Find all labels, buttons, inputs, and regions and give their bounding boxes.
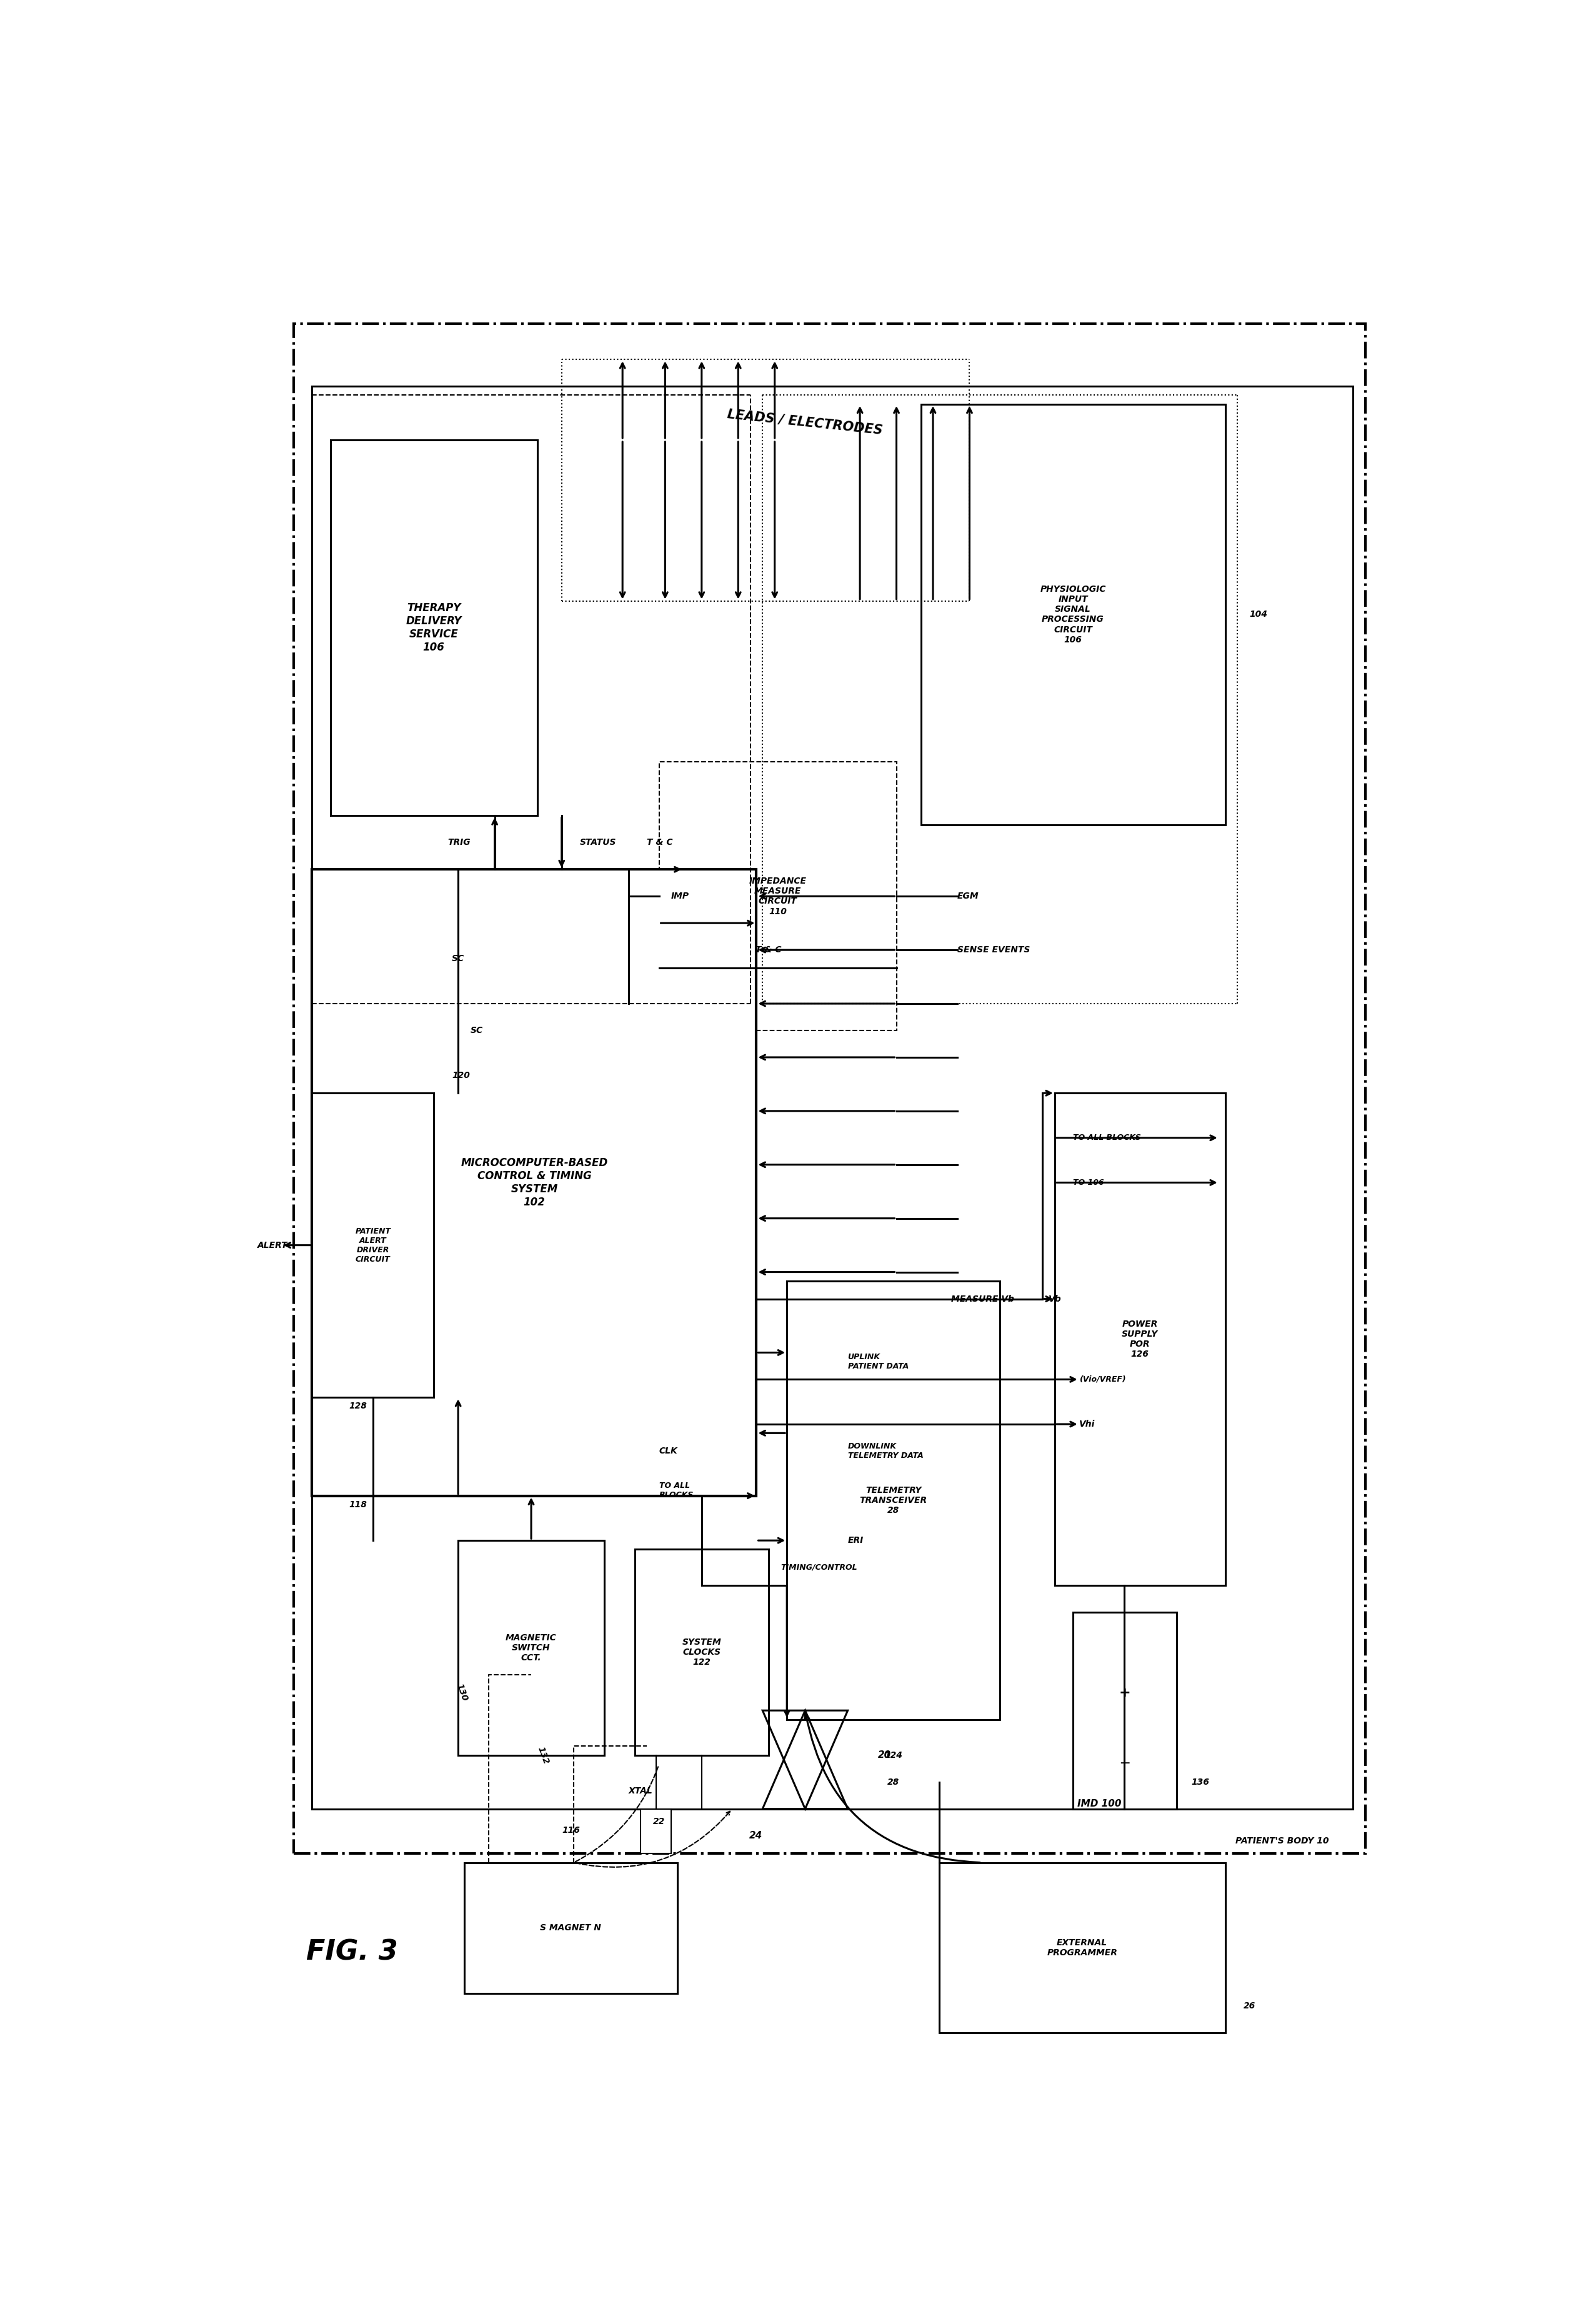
- Text: PHYSIOLOGIC
INPUT
SIGNAL
PROCESSING
CIRCUIT
106: PHYSIOLOGIC INPUT SIGNAL PROCESSING CIRC…: [1040, 586, 1106, 644]
- FancyBboxPatch shape: [313, 869, 757, 1497]
- Text: STATUS: STATUS: [580, 839, 616, 846]
- Text: SC: SC: [470, 1027, 482, 1034]
- Text: XTAL: XTAL: [628, 1787, 654, 1796]
- Bar: [641, 1808, 671, 1855]
- Text: TRIG: TRIG: [448, 839, 470, 846]
- Text: 136: 136: [1191, 1778, 1210, 1787]
- Text: 104: 104: [1249, 609, 1268, 618]
- Text: IMD 100: IMD 100: [1078, 1799, 1122, 1808]
- Text: MICROCOMPUTER-BASED
CONTROL & TIMING
SYSTEM
102: MICROCOMPUTER-BASED CONTROL & TIMING SYS…: [460, 1157, 608, 1208]
- Text: ERI: ERI: [848, 1536, 864, 1545]
- Text: 24: 24: [749, 1831, 762, 1841]
- FancyBboxPatch shape: [465, 1862, 677, 1994]
- Text: THERAPY
DELIVERY
SERVICE
106: THERAPY DELIVERY SERVICE 106: [405, 602, 462, 653]
- Text: TO ALL
BLOCKS: TO ALL BLOCKS: [660, 1483, 694, 1499]
- Text: PATIENT'S BODY 10: PATIENT'S BODY 10: [1235, 1836, 1329, 1845]
- FancyBboxPatch shape: [459, 1541, 605, 1755]
- Text: 128: 128: [349, 1401, 368, 1411]
- FancyBboxPatch shape: [921, 404, 1225, 825]
- Text: DOWNLINK
TELEMETRY DATA: DOWNLINK TELEMETRY DATA: [848, 1443, 924, 1459]
- Text: 118: 118: [349, 1501, 368, 1508]
- FancyBboxPatch shape: [939, 1862, 1225, 2034]
- Text: S MAGNET N: S MAGNET N: [540, 1924, 602, 1931]
- Text: Vb: Vb: [1049, 1294, 1062, 1304]
- FancyBboxPatch shape: [330, 439, 537, 816]
- Text: 130: 130: [454, 1683, 470, 1703]
- Text: CLK: CLK: [660, 1446, 677, 1455]
- Text: 20: 20: [878, 1750, 891, 1759]
- Text: LEADS / ELECTRODES: LEADS / ELECTRODES: [727, 407, 883, 437]
- Text: ALERT: ALERT: [258, 1241, 287, 1250]
- Text: TO ALL BLOCKS: TO ALL BLOCKS: [1073, 1134, 1141, 1141]
- Text: MEASURE Vb: MEASURE Vb: [950, 1294, 1015, 1304]
- FancyBboxPatch shape: [787, 1281, 1001, 1720]
- Text: SC: SC: [452, 955, 465, 962]
- Text: T & C: T & C: [756, 946, 782, 955]
- Text: 132: 132: [536, 1745, 550, 1766]
- Text: ─: ─: [1120, 1757, 1130, 1771]
- Text: FIG. 3: FIG. 3: [306, 1938, 397, 1966]
- Text: IMP: IMP: [671, 892, 690, 902]
- FancyBboxPatch shape: [660, 762, 897, 1030]
- Text: UPLINK
PATIENT DATA: UPLINK PATIENT DATA: [848, 1353, 908, 1371]
- Text: 116: 116: [562, 1827, 580, 1834]
- Text: PATIENT
ALERT
DRIVER
CIRCUIT: PATIENT ALERT DRIVER CIRCUIT: [355, 1227, 391, 1264]
- Text: SENSE EVENTS: SENSE EVENTS: [957, 946, 1031, 955]
- Text: 28: 28: [888, 1778, 900, 1787]
- Text: SYSTEM
CLOCKS
122: SYSTEM CLOCKS 122: [682, 1638, 721, 1666]
- Text: TIMING/CONTROL: TIMING/CONTROL: [781, 1564, 858, 1571]
- FancyBboxPatch shape: [1054, 1092, 1225, 1585]
- Text: EXTERNAL
PROGRAMMER: EXTERNAL PROGRAMMER: [1046, 1938, 1117, 1957]
- Text: MAGNETIC
SWITCH
CCT.: MAGNETIC SWITCH CCT.: [506, 1634, 556, 1662]
- Text: 124: 124: [884, 1750, 902, 1759]
- Text: 26: 26: [1244, 2001, 1255, 2010]
- FancyBboxPatch shape: [313, 1092, 434, 1397]
- Text: Vhi: Vhi: [1079, 1420, 1095, 1429]
- Text: T & C: T & C: [647, 839, 672, 846]
- Text: 120: 120: [452, 1071, 470, 1081]
- Text: 22: 22: [654, 1817, 665, 1827]
- FancyBboxPatch shape: [1073, 1613, 1177, 1808]
- Text: IMPEDANCE
MEASURE
CIRCUIT
110: IMPEDANCE MEASURE CIRCUIT 110: [749, 876, 806, 916]
- Text: +: +: [1119, 1687, 1131, 1699]
- Text: (Vio/VREF): (Vio/VREF): [1079, 1376, 1126, 1383]
- Text: TO 106: TO 106: [1073, 1178, 1104, 1188]
- Text: EGM: EGM: [957, 892, 979, 902]
- Text: POWER
SUPPLY
POR
126: POWER SUPPLY POR 126: [1122, 1320, 1158, 1360]
- FancyBboxPatch shape: [635, 1550, 768, 1755]
- Text: TELEMETRY
TRANSCEIVER
28: TELEMETRY TRANSCEIVER 28: [859, 1485, 927, 1515]
